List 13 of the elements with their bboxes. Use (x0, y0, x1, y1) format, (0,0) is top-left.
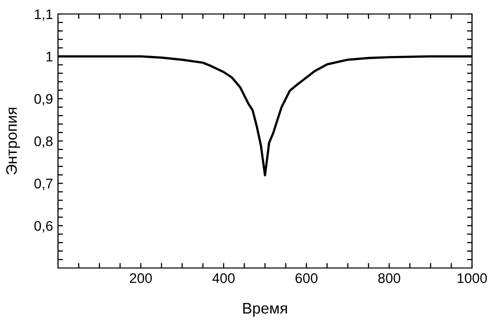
y-axis-title: Энтропия (6, 108, 20, 174)
x-tick-label: 1000 (458, 273, 487, 284)
y-tick-label: 0,6 (34, 221, 53, 232)
y-tick-label: 1 (46, 52, 52, 62)
y-tick-label: 0,7 (34, 178, 52, 190)
x-tick-label: 600 (296, 273, 318, 284)
y-tick-label: 0,8 (34, 136, 53, 148)
x-tick-label: 400 (212, 273, 235, 284)
y-tick-label: 1,1 (34, 9, 52, 21)
y-tick-label: 0,9 (34, 94, 52, 106)
x-axis-title: Время (243, 303, 287, 317)
x-tick-label: 800 (378, 273, 400, 284)
x-tick-label: 200 (130, 273, 152, 284)
